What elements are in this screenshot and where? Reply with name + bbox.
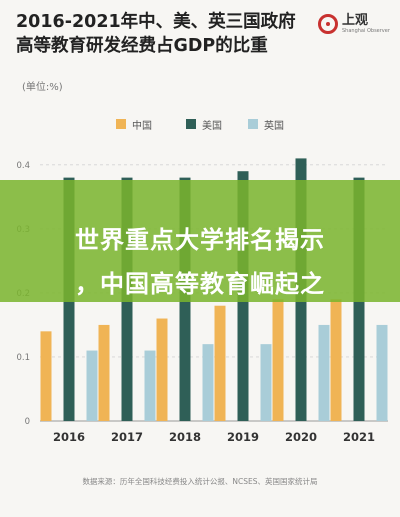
legend-swatch-usa <box>186 119 196 129</box>
bar-英国-2017 <box>144 350 156 421</box>
logo-name: 上观 <box>342 13 369 28</box>
legend-item-usa: 美国 <box>186 116 222 132</box>
bar-英国-2018 <box>202 344 214 421</box>
legend-item-china: 中国 <box>116 116 152 132</box>
x-tick-label: 2016 <box>53 430 85 444</box>
legend-swatch-china <box>116 119 126 129</box>
y-tick-label: 0 <box>25 417 30 427</box>
logo-subtitle: Shanghai Observer <box>342 28 390 34</box>
legend-item-uk: 英国 <box>248 116 284 132</box>
data-source-note: 数据来源：历年全国科技经费投入统计公报、NCSES、英国国家统计局 <box>82 477 318 486</box>
bar-中国-2021 <box>330 299 342 421</box>
bar-中国-2019 <box>214 305 226 421</box>
bar-英国-2019 <box>260 344 272 421</box>
bar-英国-2016 <box>86 350 98 421</box>
chart-title: 2016-2021年中、美、英三国政府高等教育研发经费占GDP的比重 <box>16 12 296 56</box>
bar-中国-2018 <box>156 318 168 421</box>
chart-legend: 中国 美国 英国 <box>0 116 400 132</box>
logo-icon <box>318 14 338 34</box>
y-tick-label: 0.4 <box>16 161 30 171</box>
unit-label: (单位:%) <box>22 82 63 93</box>
overlay-banner <box>0 180 400 302</box>
legend-label-uk: 英国 <box>264 120 284 132</box>
bar-英国-2020 <box>318 324 330 421</box>
banner-headline-line-2: ，中国高等教育崛起之 <box>75 270 325 298</box>
x-tick-label: 2020 <box>285 430 317 444</box>
banner-headline-line-1: 世界重点大学排名揭示 <box>75 226 325 254</box>
legend-label-china: 中国 <box>132 120 152 132</box>
bar-英国-2021 <box>376 324 388 421</box>
x-tick-label: 2021 <box>343 430 375 444</box>
legend-label-usa: 美国 <box>202 120 222 132</box>
shanghai-observer-logo: 上观 Shanghai Observer <box>318 13 390 38</box>
bar-中国-2017 <box>98 324 110 421</box>
bar-中国-2016 <box>40 331 52 421</box>
legend-swatch-uk <box>248 119 258 129</box>
x-tick-label: 2018 <box>169 430 201 444</box>
x-tick-label: 2017 <box>111 430 143 444</box>
y-tick-label: 0.1 <box>16 353 30 363</box>
x-tick-label: 2019 <box>227 430 259 444</box>
bar-中国-2020 <box>272 299 284 421</box>
